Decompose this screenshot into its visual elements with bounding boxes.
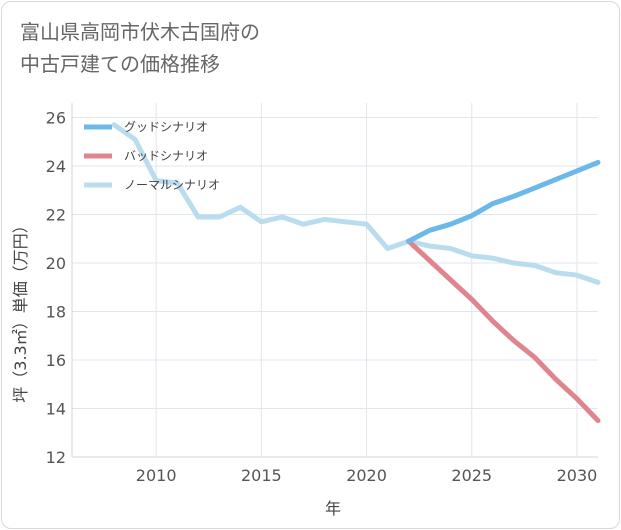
y-tick-label: 16 <box>46 351 66 370</box>
x-tick-label: 2025 <box>451 466 492 485</box>
plot-border <box>71 103 598 458</box>
series-line <box>111 122 601 285</box>
y-axis-title: 坪（3.3㎡）単価（万円） <box>11 217 30 402</box>
chart-title-line-2: 中古戸建ての価格推移 <box>20 52 220 76</box>
chart-title-line-1: 富山県高岡市伏木古国府の <box>20 20 260 44</box>
series-line <box>406 159 601 244</box>
legend-label: ノーマルシナリオ <box>124 178 220 192</box>
x-axis-ticks: 2010 2015 2020 2025 2030 <box>136 466 598 485</box>
x-tick-label: 2020 <box>346 466 387 485</box>
x-tick-label: 2010 <box>136 466 177 485</box>
legend-label: グッドシナリオ <box>124 120 208 134</box>
chart-title: 富山県高岡市伏木古国府の 中古戸建ての価格推移 <box>20 16 260 80</box>
series-layer <box>111 122 601 424</box>
y-tick-label: 14 <box>46 400 66 419</box>
y-tick-label: 24 <box>46 157 66 176</box>
y-tick-label: 20 <box>46 254 66 273</box>
x-tick-label: 2015 <box>241 466 282 485</box>
y-tick-label: 26 <box>46 109 66 128</box>
y-axis-ticks: 12 14 16 18 20 22 24 26 <box>46 109 66 467</box>
x-tick-label: 2030 <box>557 466 598 485</box>
plot-area <box>72 103 598 457</box>
y-tick-label: 18 <box>46 303 66 322</box>
y-tick-label: 22 <box>46 206 66 225</box>
y-tick-label: 12 <box>46 448 66 467</box>
series-line <box>406 238 601 424</box>
x-axis-title: 年 <box>325 499 341 518</box>
legend-label: バッドシナリオ <box>124 149 208 163</box>
